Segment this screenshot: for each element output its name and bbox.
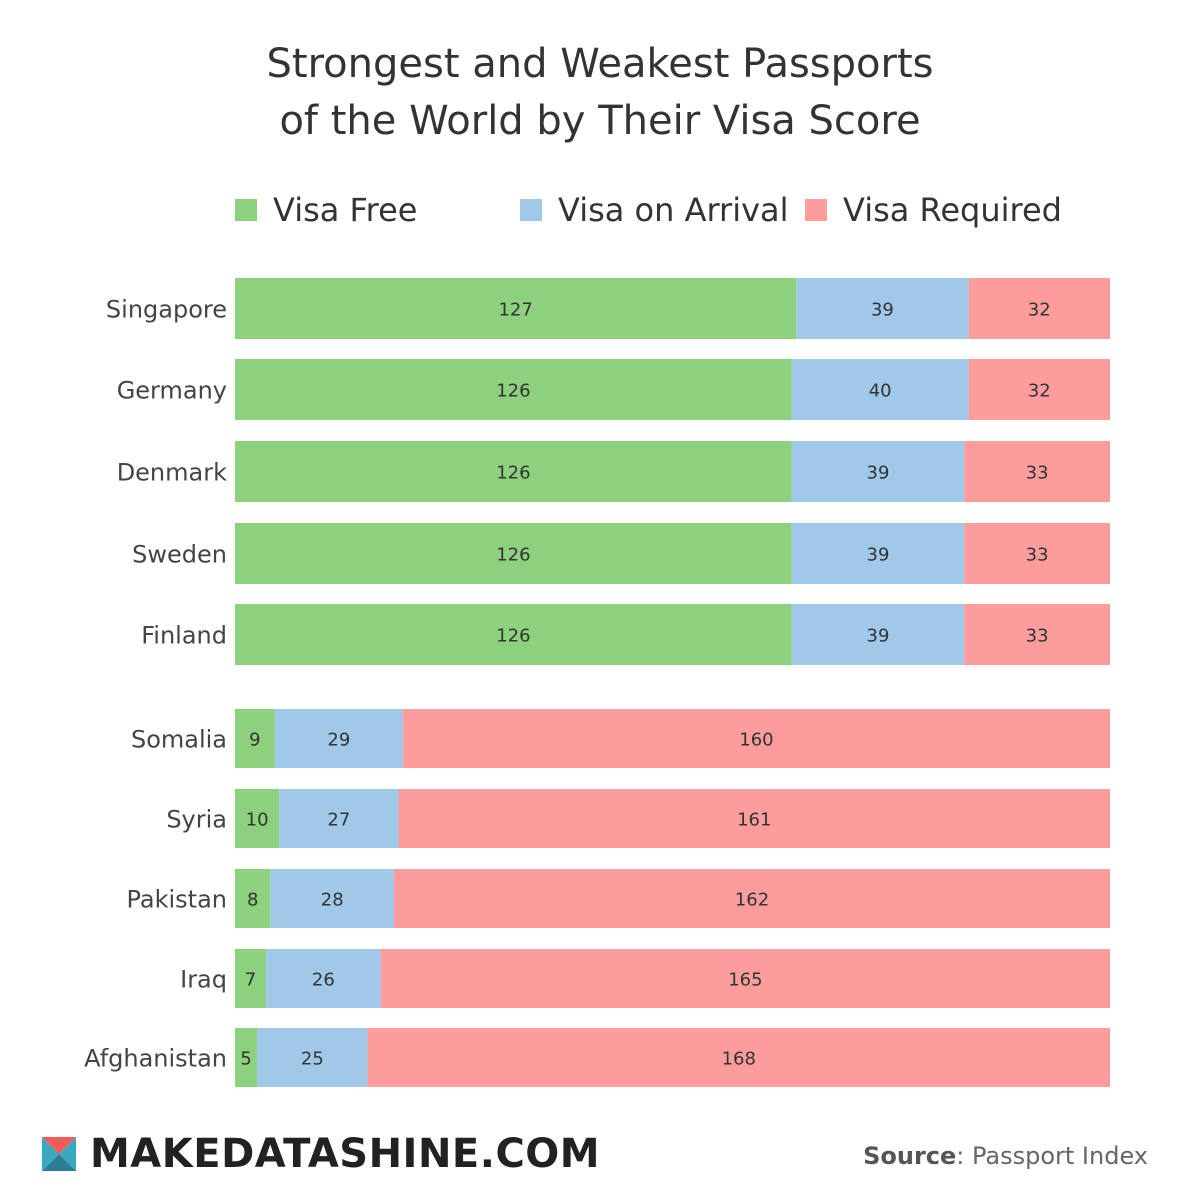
legend-swatch-visa-free	[235, 199, 257, 221]
bar-pakistan-visa-free	[235, 869, 271, 928]
bar-singapore-visa-on-arrival	[796, 278, 969, 339]
bar-germany-visa-free	[235, 359, 792, 420]
bar-germany-visa-required	[968, 359, 1110, 420]
data-label-finland-visa-on-arrival: 39	[867, 626, 890, 647]
bar-somalia-visa-on-arrival	[274, 709, 403, 768]
data-label-syria-visa-required: 161	[737, 810, 771, 831]
bar-denmark-visa-required	[964, 441, 1110, 502]
bar-iraq-visa-required	[380, 949, 1110, 1008]
category-label-germany: Germany	[117, 377, 227, 405]
stacked-bar-chart: Singapore 127 39 32 Germany 126 40 32 Denmark 126…	[84, 278, 1110, 1087]
legend-item-visa-free: Visa Free	[235, 190, 417, 230]
data-label-sweden-visa-required: 33	[1026, 545, 1049, 566]
brand-name: MAKEDATASHINE.COM	[90, 1131, 601, 1177]
data-label-germany-visa-on-arrival: 40	[869, 381, 892, 402]
data-label-afghanistan-visa-on-arrival: 25	[301, 1049, 324, 1070]
data-label-denmark-visa-free: 126	[496, 463, 530, 484]
chart-title: Strongest and Weakest Passports of the W…	[0, 36, 1200, 150]
data-label-iraq-visa-free: 7	[245, 970, 256, 991]
data-label-somalia-visa-on-arrival: 29	[327, 730, 350, 751]
bar-singapore-visa-free	[235, 278, 797, 339]
bar-finland-visa-on-arrival	[791, 604, 965, 665]
data-label-afghanistan-visa-required: 168	[722, 1049, 756, 1070]
data-label-pakistan-visa-free: 8	[247, 890, 258, 911]
data-label-syria-visa-free: 10	[246, 810, 269, 831]
data-label-sweden-visa-on-arrival: 39	[867, 545, 890, 566]
legend-swatch-visa-required	[805, 199, 827, 221]
bar-iraq-visa-free	[235, 949, 266, 1008]
category-label-finland: Finland	[141, 622, 227, 650]
data-label-syria-visa-on-arrival: 27	[327, 810, 350, 831]
bar-syria-visa-free	[235, 789, 280, 848]
data-label-sweden-visa-free: 126	[496, 545, 530, 566]
data-label-finland-visa-required: 33	[1026, 626, 1049, 647]
data-label-germany-visa-free: 126	[496, 381, 530, 402]
chart-title-line-2: of the World by Their Visa Score	[279, 98, 921, 144]
bar-afghanistan-visa-free	[235, 1028, 258, 1087]
category-label-pakistan: Pakistan	[127, 886, 228, 914]
bar-syria-visa-on-arrival	[279, 789, 399, 848]
legend-item-visa-required: Visa Required	[805, 190, 1062, 230]
bar-pakistan-visa-required	[394, 869, 1110, 928]
data-label-singapore-visa-free: 127	[498, 300, 532, 321]
bar-syria-visa-required	[398, 789, 1110, 848]
category-label-somalia: Somalia	[131, 726, 227, 754]
data-label-pakistan-visa-required: 162	[735, 890, 769, 911]
bar-afghanistan-visa-required	[367, 1028, 1110, 1087]
bar-afghanistan-visa-on-arrival	[257, 1028, 368, 1087]
legend-swatch-visa-on-arrival	[520, 199, 542, 221]
bar-sweden-visa-free	[235, 523, 792, 584]
data-label-afghanistan-visa-free: 5	[240, 1049, 251, 1070]
bar-somalia-visa-free	[235, 709, 275, 768]
bar-finland-visa-required	[964, 604, 1110, 665]
bar-sweden-visa-required	[964, 523, 1110, 584]
data-label-somalia-visa-required: 160	[739, 730, 773, 751]
data-label-denmark-visa-required: 33	[1026, 463, 1049, 484]
category-label-denmark: Denmark	[117, 459, 227, 487]
legend-label-visa-required: Visa Required	[843, 191, 1062, 229]
makedatashine-logo-icon	[42, 1137, 76, 1171]
data-label-iraq-visa-required: 165	[728, 970, 762, 991]
source-note: Source: Passport Index	[863, 1142, 1148, 1170]
chart-legend: Visa Free Visa on Arrival Visa Required	[0, 190, 1200, 230]
bar-germany-visa-on-arrival	[791, 359, 969, 420]
bar-singapore-visa-required	[968, 278, 1110, 339]
source-label: Source	[863, 1142, 957, 1170]
category-label-singapore: Singapore	[106, 296, 227, 324]
bar-iraq-visa-on-arrival	[265, 949, 381, 1008]
legend-label-visa-free: Visa Free	[273, 191, 418, 229]
bar-somalia-visa-required	[402, 709, 1110, 768]
data-label-iraq-visa-on-arrival: 26	[312, 970, 335, 991]
data-label-somalia-visa-free: 9	[249, 730, 260, 751]
category-label-iraq: Iraq	[180, 966, 227, 994]
bar-pakistan-visa-on-arrival	[270, 869, 395, 928]
category-label-syria: Syria	[166, 806, 227, 834]
brand-logo: MAKEDATASHINE.COM	[42, 1131, 601, 1177]
data-label-germany-visa-required: 32	[1028, 381, 1051, 402]
data-label-denmark-visa-on-arrival: 39	[867, 463, 890, 484]
category-label-afghanistan: Afghanistan	[84, 1045, 227, 1073]
bar-denmark-visa-on-arrival	[791, 441, 965, 502]
chart-title-line-1: Strongest and Weakest Passports	[266, 41, 934, 87]
bar-finland-visa-free	[235, 604, 792, 665]
legend-item-visa-on-arrival: Visa on Arrival	[520, 190, 789, 230]
category-label-sweden: Sweden	[132, 541, 227, 569]
source-value: : Passport Index	[956, 1142, 1148, 1170]
legend-label-visa-on-arrival: Visa on Arrival	[558, 191, 789, 229]
data-label-pakistan-visa-on-arrival: 28	[321, 890, 344, 911]
data-label-finland-visa-free: 126	[496, 626, 530, 647]
data-label-singapore-visa-required: 32	[1028, 300, 1051, 321]
bar-sweden-visa-on-arrival	[791, 523, 965, 584]
bar-denmark-visa-free	[235, 441, 792, 502]
data-label-singapore-visa-on-arrival: 39	[871, 300, 894, 321]
